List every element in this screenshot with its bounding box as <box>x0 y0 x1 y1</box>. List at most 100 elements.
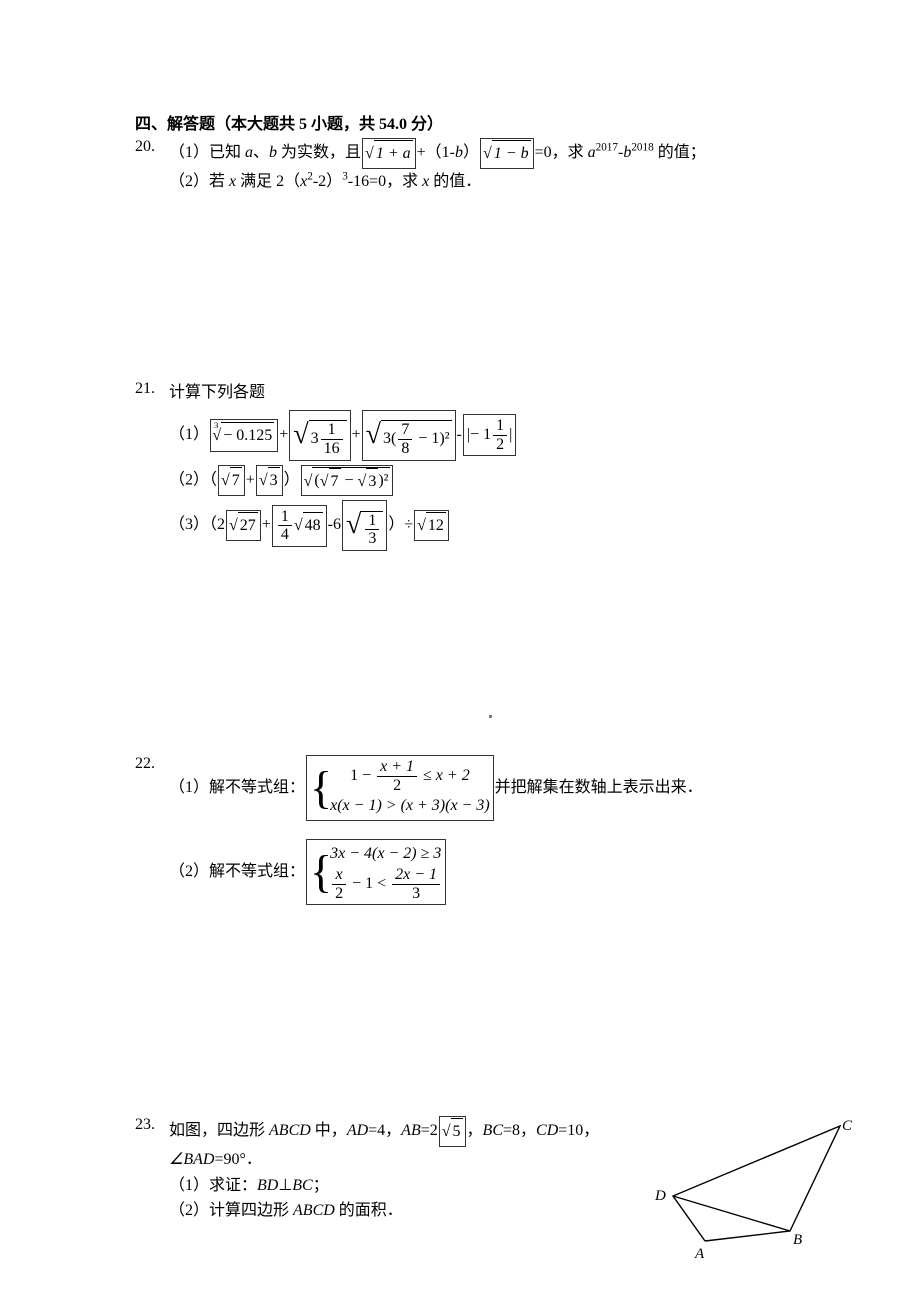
fraction: 12 <box>493 417 507 453</box>
numerator: 1 <box>493 417 507 436</box>
p21-line1: （1）3√− 0.125+√3116+√3(78 − 1)²-|− 112| <box>169 410 845 461</box>
text: − 1 < <box>348 875 390 892</box>
spacer <box>135 200 845 380</box>
p23-line2: ∠BAD=90°． <box>169 1147 609 1173</box>
label: ABCD <box>269 1122 311 1139</box>
sqrt-icon: √27 <box>229 512 258 539</box>
fraction: 14 <box>278 508 292 544</box>
numerator: x <box>332 866 346 885</box>
label: AB <box>401 1122 421 1139</box>
boxed-sqrt: √7 <box>218 465 245 496</box>
text: 3( <box>383 430 396 447</box>
int-part: 3 <box>311 430 319 447</box>
sqrt-icon: √1 − b <box>483 140 531 167</box>
brace-system: { 3x − 4(x − 2) ≥ 3 x2 − 1 < 2x − 13 <box>310 842 442 902</box>
numerator: 1 <box>365 512 379 531</box>
radicand: 5 <box>451 1118 463 1145</box>
sqrt-icon: √13 <box>346 503 383 548</box>
text: （1）解不等式组： <box>169 779 305 796</box>
fraction: 13 <box>365 512 379 548</box>
boxed-sqrt: √12 <box>414 510 449 541</box>
p23-line4: （2）计算四边形 ABCD 的面积． <box>169 1198 609 1224</box>
boxed-sqrt: √27 <box>226 510 261 541</box>
ineq-row: x2 − 1 < 2x − 13 <box>330 866 442 902</box>
text: =2 <box>421 1122 438 1139</box>
spacer <box>135 911 845 1116</box>
text: 如图，四边形 <box>169 1122 269 1139</box>
problem-body: 计算下列各题 （1）3√− 0.125+√3116+√3(78 − 1)²-|−… <box>169 380 845 551</box>
fraction: 116 <box>321 421 343 457</box>
text: − 1)² <box>414 430 449 447</box>
quadrilateral-icon <box>673 1126 840 1241</box>
text: ≤ x + 2 <box>419 767 470 784</box>
denominator: 3 <box>392 885 440 903</box>
problem-20: 20. （1）已知 a、b 为实数，且√1 + a+（1-b）√1 − b=0，… <box>135 138 845 194</box>
problem-number: 23. <box>135 1116 169 1134</box>
label: BC <box>483 1122 503 1139</box>
radicand: 3(78 − 1)² <box>381 420 451 457</box>
brace-icon: { <box>310 770 332 807</box>
radicand: 1 − b <box>492 140 531 167</box>
spacer <box>135 725 845 755</box>
text: 为实数，且 <box>277 144 361 161</box>
boxed-expr: |− 112| <box>463 414 516 456</box>
radicand: 13 <box>361 511 383 548</box>
radicand: 3 <box>268 467 280 494</box>
problem-21: 21. 计算下列各题 （1）3√− 0.125+√3116+√3(78 − 1)… <box>135 380 845 551</box>
exponent: 2018 <box>631 142 653 154</box>
text: + <box>279 426 288 443</box>
radicand: 7 <box>230 467 242 494</box>
boxed-expr: 14√48 <box>272 505 327 547</box>
sqrt-icon: √1 + a <box>365 140 413 167</box>
radicand: (√7 − √3)² <box>312 467 390 495</box>
text: 的值； <box>654 144 706 161</box>
p20-part2: （2）若 x 满足 2（x2-2）3-16=0，求 x 的值． <box>169 169 845 195</box>
vertex-label-b: B <box>793 1232 802 1248</box>
radicand: − 0.125 <box>221 422 274 449</box>
boxed-expr: √(√7 − √3)² <box>301 465 394 497</box>
problem-body: （1）解不等式组： { 1 − x + 12 ≤ x + 2 x(x − 1) >… <box>169 755 845 905</box>
boxed-expr: √3116 <box>289 410 350 461</box>
text: =0，求 <box>535 144 588 161</box>
var-b: b <box>269 144 277 161</box>
text: =10， <box>558 1122 599 1139</box>
radicand: 3 <box>366 468 378 495</box>
p20-part1: （1）已知 a、b 为实数，且√1 + a+（1-b）√1 − b=0，求 a2… <box>169 138 845 169</box>
vertex-label-c: C <box>842 1118 853 1134</box>
sqrt-icon: √5 <box>442 1118 463 1145</box>
spacer <box>135 557 845 707</box>
problem-body: 如图，四边形 ABCD 中，AD=4，AB=2√5，BC=8，CD=10， ∠B… <box>169 1116 845 1223</box>
exponent: 2017 <box>596 142 618 154</box>
text: -6 <box>328 516 341 533</box>
boxed-system: { 3x − 4(x − 2) ≥ 3 x2 − 1 < 2x − 13 <box>306 839 446 905</box>
ineq-row: x(x − 1) > (x + 3)(x − 3) <box>330 794 490 818</box>
denominator: 2 <box>332 885 346 903</box>
label: CD <box>536 1122 558 1139</box>
numerator: 2x − 1 <box>392 866 440 885</box>
radicand: 12 <box>426 512 446 539</box>
p23-text-block: 如图，四边形 ABCD 中，AD=4，AB=2√5，BC=8，CD=10， ∠B… <box>169 1116 609 1223</box>
denominator: 4 <box>278 526 292 544</box>
text: 1 − <box>350 767 375 784</box>
denominator: 2 <box>493 436 507 454</box>
text: （2）解不等式组： <box>169 863 305 880</box>
dot-icon <box>489 715 492 718</box>
var-a: a <box>588 144 596 161</box>
brace-body: 1 − x + 12 ≤ x + 2 x(x − 1) > (x + 3)(x … <box>330 758 490 818</box>
boxed-sqrt: √3 <box>256 465 283 496</box>
p22-line1: （1）解不等式组： { 1 − x + 12 ≤ x + 2 x(x − 1) >… <box>169 755 845 821</box>
text: （2）（ <box>169 471 217 488</box>
p22-line2: （2）解不等式组：{ 3x − 4(x − 2) ≥ 3 x2 − 1 < 2x… <box>169 839 845 905</box>
p21-line2: （2）（√7+√3）√(√7 − √3)² <box>169 465 845 497</box>
radicand: 1 + a <box>374 140 413 167</box>
sqrt-icon: √48 <box>294 512 323 539</box>
p21-line3: （3）（2√27+14√48-6√13）÷√12 <box>169 500 845 551</box>
sqrt-icon: √12 <box>417 512 446 539</box>
sqrt-icon: √7 <box>221 467 242 494</box>
denominator: 16 <box>321 440 343 458</box>
text: （1） <box>169 426 209 443</box>
exam-page: 四、解答题（本大题共 5 小题，共 54.0 分） 20. （1）已知 a、b … <box>0 0 920 1302</box>
text: − 1 <box>470 426 491 443</box>
boxed-sqrt: √5 <box>439 1116 466 1147</box>
geometry-figure: A B C D <box>645 1116 855 1276</box>
